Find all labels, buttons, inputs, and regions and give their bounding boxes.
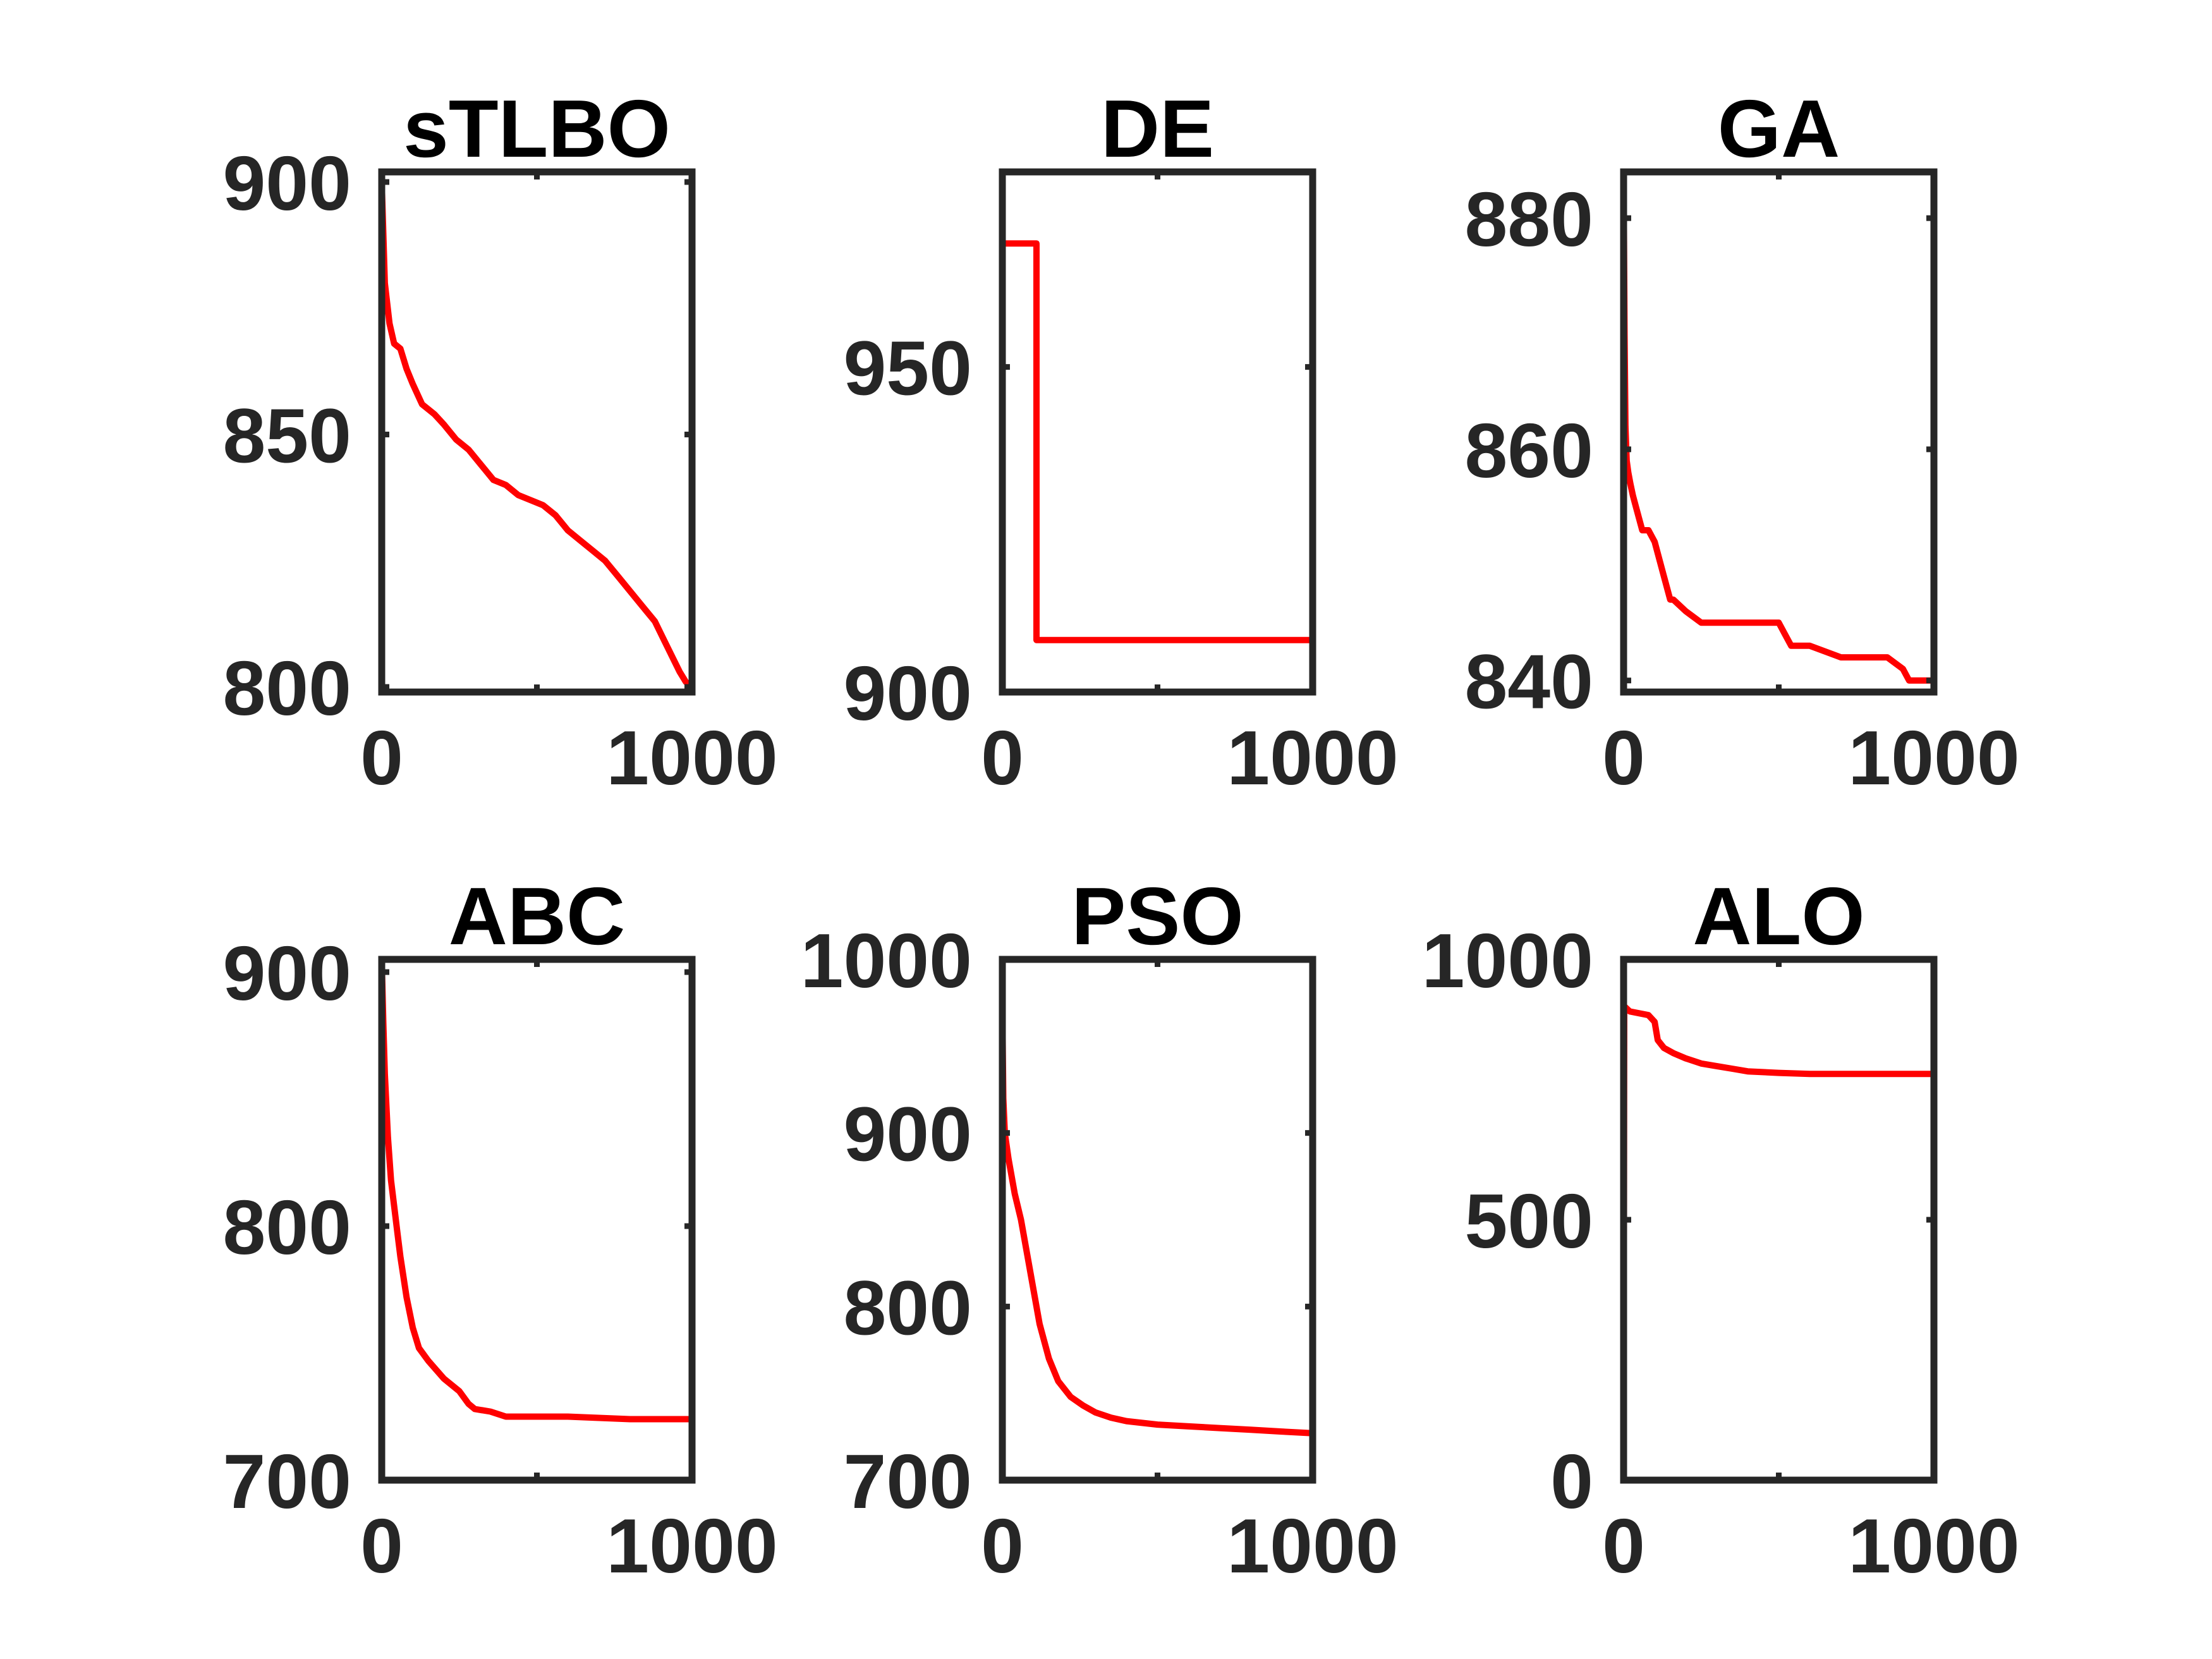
subplot-abc: ABC 0 1000 700 800 900 <box>222 871 777 1589</box>
y-tick-label-alo-0: 0 <box>1550 1438 1593 1524</box>
series-line-ga <box>1620 171 1934 684</box>
y-tick-label-ga-880: 880 <box>1464 176 1593 262</box>
y-tick-label-abc-900: 900 <box>222 930 351 1016</box>
subplot-pso: PSO 0 1000 700 800 900 1000 <box>801 871 1399 1589</box>
y-tick-label-abc-800: 800 <box>222 1184 351 1270</box>
series-line-de <box>1002 240 1313 643</box>
y-tick-label-stlbo-800: 800 <box>222 645 351 731</box>
y-tick-label-abc-700: 700 <box>222 1438 351 1524</box>
series-line-alo <box>1620 1003 1934 1481</box>
x-tick-label-ga-1000: 1000 <box>1848 715 2019 801</box>
y-tick-label-pso-800: 800 <box>843 1265 972 1351</box>
subplot-title-abc: ABC <box>449 871 625 962</box>
x-tick-label-pso-0: 0 <box>981 1503 1024 1589</box>
x-tick-label-alo-1000: 1000 <box>1848 1503 2019 1589</box>
subplot-stlbo: sTLBO 0 1000 800 850 900 <box>222 83 777 801</box>
subplot-title-pso: PSO <box>1071 871 1243 962</box>
subplot-ga: GA 0 1000 840 860 880 <box>1464 83 2019 801</box>
x-tick-label-stlbo-1000: 1000 <box>606 715 777 801</box>
y-tick-label-de-900: 900 <box>843 650 972 736</box>
y-tick-label-stlbo-850: 850 <box>222 392 351 478</box>
subplot-title-de: DE <box>1101 83 1214 174</box>
subplot-alo: ALO 0 1000 0 500 1000 <box>1422 871 2020 1589</box>
y-tick-label-pso-700: 700 <box>843 1438 972 1524</box>
series-line-stlbo <box>379 181 695 690</box>
y-tick-label-pso-1000: 1000 <box>801 918 972 1004</box>
subplot-title-alo: ALO <box>1692 871 1864 962</box>
subplot-grid: sTLBO 0 1000 800 850 900 DE 0 1000 900 950 GA 0 1000 8… <box>222 83 2019 1589</box>
y-tick-label-pso-900: 900 <box>843 1091 972 1177</box>
x-tick-label-de-1000: 1000 <box>1227 715 1398 801</box>
y-tick-label-ga-860: 860 <box>1464 408 1593 494</box>
subplot-title-ga: GA <box>1718 83 1840 174</box>
series-line-pso <box>999 1007 1313 1437</box>
x-tick-label-ga-0: 0 <box>1602 715 1645 801</box>
x-tick-label-stlbo-0: 0 <box>360 715 403 801</box>
y-tick-label-alo-500: 500 <box>1464 1178 1593 1264</box>
y-tick-label-ga-840: 840 <box>1464 639 1593 725</box>
subplot-title-stlbo: sTLBO <box>403 83 671 174</box>
x-tick-label-pso-1000: 1000 <box>1227 1503 1398 1589</box>
subplot-de: DE 0 1000 900 950 <box>843 83 1398 801</box>
y-tick-label-de-950: 950 <box>843 325 972 411</box>
x-tick-label-de-0: 0 <box>981 715 1024 801</box>
x-tick-label-abc-1000: 1000 <box>606 1503 777 1589</box>
x-tick-label-alo-0: 0 <box>1602 1503 1645 1589</box>
x-tick-label-abc-0: 0 <box>360 1503 403 1589</box>
series-line-abc <box>379 959 692 1423</box>
y-tick-label-alo-1000: 1000 <box>1422 918 1593 1004</box>
y-tick-label-stlbo-900: 900 <box>222 140 351 226</box>
